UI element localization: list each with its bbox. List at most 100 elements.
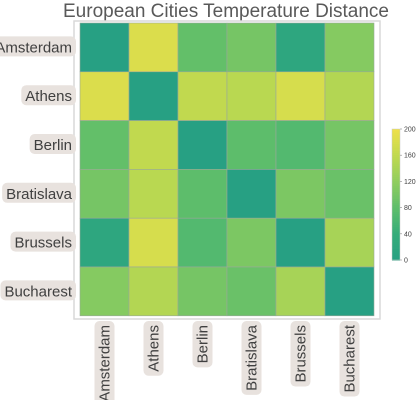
colorbar-segment: [392, 174, 400, 178]
colorbar-segment: [392, 214, 400, 217]
heatmap-cell: [226, 266, 277, 317]
colorbar-segment: [392, 190, 400, 193]
colorbar-segment: [392, 198, 400, 202]
colorbar-segment: [392, 168, 400, 172]
x-tick-label-bg: [339, 321, 360, 397]
y-tick-label: Bratislava: [6, 186, 73, 203]
y-tick-label: Athens: [25, 88, 72, 105]
heatmap-cell: [324, 71, 375, 121]
x-tick-label-bg: [192, 321, 213, 368]
colorbar-tick-label: 0: [404, 258, 408, 265]
heatmap-cell: [177, 217, 228, 268]
colorbar-segment: [392, 238, 400, 241]
heatmap-cell: [177, 266, 228, 317]
heatmap-cell: [275, 169, 326, 219]
colorbar-segment: [392, 166, 400, 169]
y-tick-label-bg: [29, 134, 76, 154]
x-tick-label-group: Bucharest: [339, 321, 360, 397]
colorbar-segment: [392, 203, 400, 207]
colorbar: 0 40 80 120 160 200: [391, 127, 416, 265]
colorbar-frame: [391, 128, 401, 261]
y-tick-label: Berlin: [34, 137, 72, 154]
colorbar-segment: [392, 242, 400, 246]
colorbar-segment: [392, 211, 400, 215]
colorbar-tick-label: 40: [404, 231, 412, 238]
heatmap-cell: [128, 266, 179, 317]
y-tick-label: Amsterdam: [0, 39, 72, 56]
heatmap-cell: [275, 120, 326, 170]
y-tick-label: Brussels: [14, 235, 72, 252]
heatmap-cell: [128, 169, 179, 219]
colorbar-segment: [392, 222, 400, 226]
heatmap-cell: [275, 71, 326, 121]
x-tick-label-bg: [143, 321, 164, 376]
heatmap-cell: [79, 217, 130, 268]
heatmap-cell: [177, 120, 228, 170]
x-tick-label-bg: [94, 321, 115, 400]
heatmap-cell: [226, 217, 277, 268]
colorbar-segment: [392, 225, 400, 228]
colorbar-segment: [392, 194, 400, 198]
heatmap-cell: [128, 217, 179, 268]
heatmap-cell: [79, 22, 130, 73]
colorbar-segment: [392, 185, 400, 189]
heatmap-cells: [79, 22, 375, 317]
x-tick-label: Athens: [146, 325, 163, 372]
colorbar-segment: [392, 153, 400, 156]
x-tick-label: Brussels: [293, 325, 310, 383]
y-tick-label-bg: [21, 85, 76, 106]
heatmap-cell: [324, 217, 375, 268]
chart-title: European Cities Temperature Distance: [63, 1, 389, 22]
heatmap-cell: [128, 71, 179, 121]
y-tick-label-bg: [0, 280, 76, 301]
colorbar-segment: [392, 129, 400, 132]
x-tick-label-group: Bratislava: [241, 321, 262, 395]
colorbar-tick-label: 80: [404, 205, 412, 212]
colorbar-segment: [392, 159, 400, 163]
colorbar-segment: [392, 170, 400, 174]
colorbar-segment: [392, 137, 400, 141]
x-tick-label-group: Athens: [143, 321, 164, 376]
colorbar-segment: [392, 144, 400, 148]
y-tick-label: Bucharest: [4, 283, 72, 300]
colorbar-segment: [392, 148, 400, 152]
colorbar-segment: [392, 133, 400, 137]
heatmap-cell: [128, 120, 179, 170]
heatmap-cell: [79, 120, 130, 170]
x-tick-label-group: Amsterdam: [94, 321, 115, 400]
heatmap-cell: [226, 22, 277, 73]
colorbar-segment: [392, 177, 400, 180]
plot-frame: [73, 20, 381, 320]
heatmap-cell: [79, 266, 130, 317]
colorbar-segment: [392, 179, 400, 182]
colorbar-segment: [392, 172, 400, 176]
colorbar-segment: [392, 220, 400, 224]
heatmap-cell: [324, 169, 375, 219]
colorbar-tick-label: 160: [404, 153, 416, 160]
colorbar-segment: [392, 244, 400, 248]
heatmap-cell: [79, 169, 130, 219]
colorbar-segment: [392, 196, 400, 200]
colorbar-segment: [392, 142, 400, 145]
x-tick-label: Bucharest: [342, 324, 359, 392]
colorbar-segment: [392, 251, 400, 255]
colorbar-segment: [392, 150, 400, 154]
x-tick-label: Bratislava: [244, 324, 261, 391]
colorbar-segment: [392, 183, 400, 187]
colorbar-segment: [392, 253, 400, 257]
colorbar-segment: [392, 161, 400, 165]
y-tick-label-bg: [10, 231, 76, 252]
colorbar-segment: [392, 139, 400, 143]
colorbar-segment: [392, 135, 400, 139]
heatmap-cell: [275, 217, 326, 268]
colorbar-segment: [392, 240, 400, 244]
colorbar-segment: [392, 205, 400, 209]
heatmap-cell: [226, 71, 277, 121]
heatmap-cell: [177, 169, 228, 219]
heatmap-cell: [226, 169, 277, 219]
colorbar-segment: [392, 207, 400, 211]
colorbar-segment: [392, 229, 400, 233]
x-tick-label-group: Berlin: [192, 321, 213, 368]
colorbar-segment: [392, 216, 400, 220]
colorbar-segment: [392, 155, 400, 158]
